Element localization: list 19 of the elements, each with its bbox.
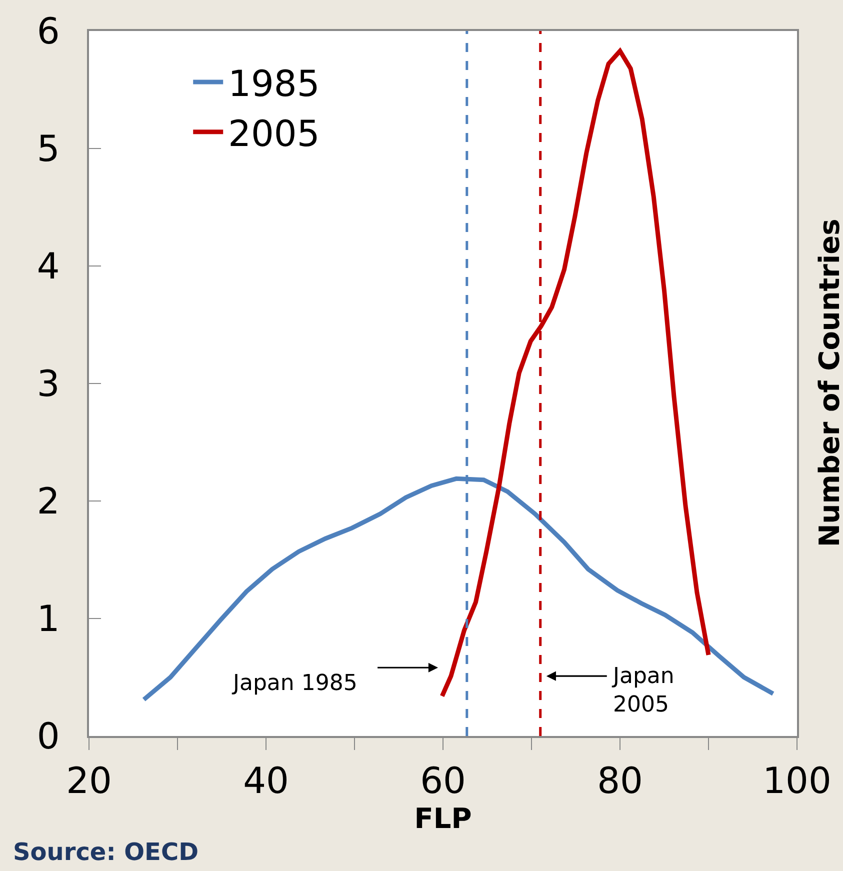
y-tick-label: 6 [36, 12, 60, 53]
y-tick-label: 3 [36, 364, 60, 406]
x-tick-label: 20 [66, 761, 112, 802]
y-tick-label: 4 [36, 246, 60, 288]
x-tick-label: 40 [243, 761, 289, 802]
y-tick-label: 1 [36, 599, 60, 640]
annotation: Japan 1985 [231, 671, 358, 696]
legend-label: 1985 [228, 64, 320, 106]
y-tick-label: 0 [36, 716, 60, 758]
legend-label: 2005 [228, 114, 320, 155]
y-tick-label: 5 [36, 129, 60, 170]
annotation: Japan 2005 [611, 664, 674, 718]
x-tick-label: 100 [762, 761, 832, 802]
y-tick-label: 2 [36, 482, 60, 523]
source-note: Source: OECD [13, 838, 198, 866]
x-tick-label: 60 [420, 761, 466, 802]
x-axis-title: FLP [414, 802, 472, 836]
y-axis-title: Number of Countries [813, 218, 843, 548]
x-tick-label: 80 [597, 761, 643, 802]
